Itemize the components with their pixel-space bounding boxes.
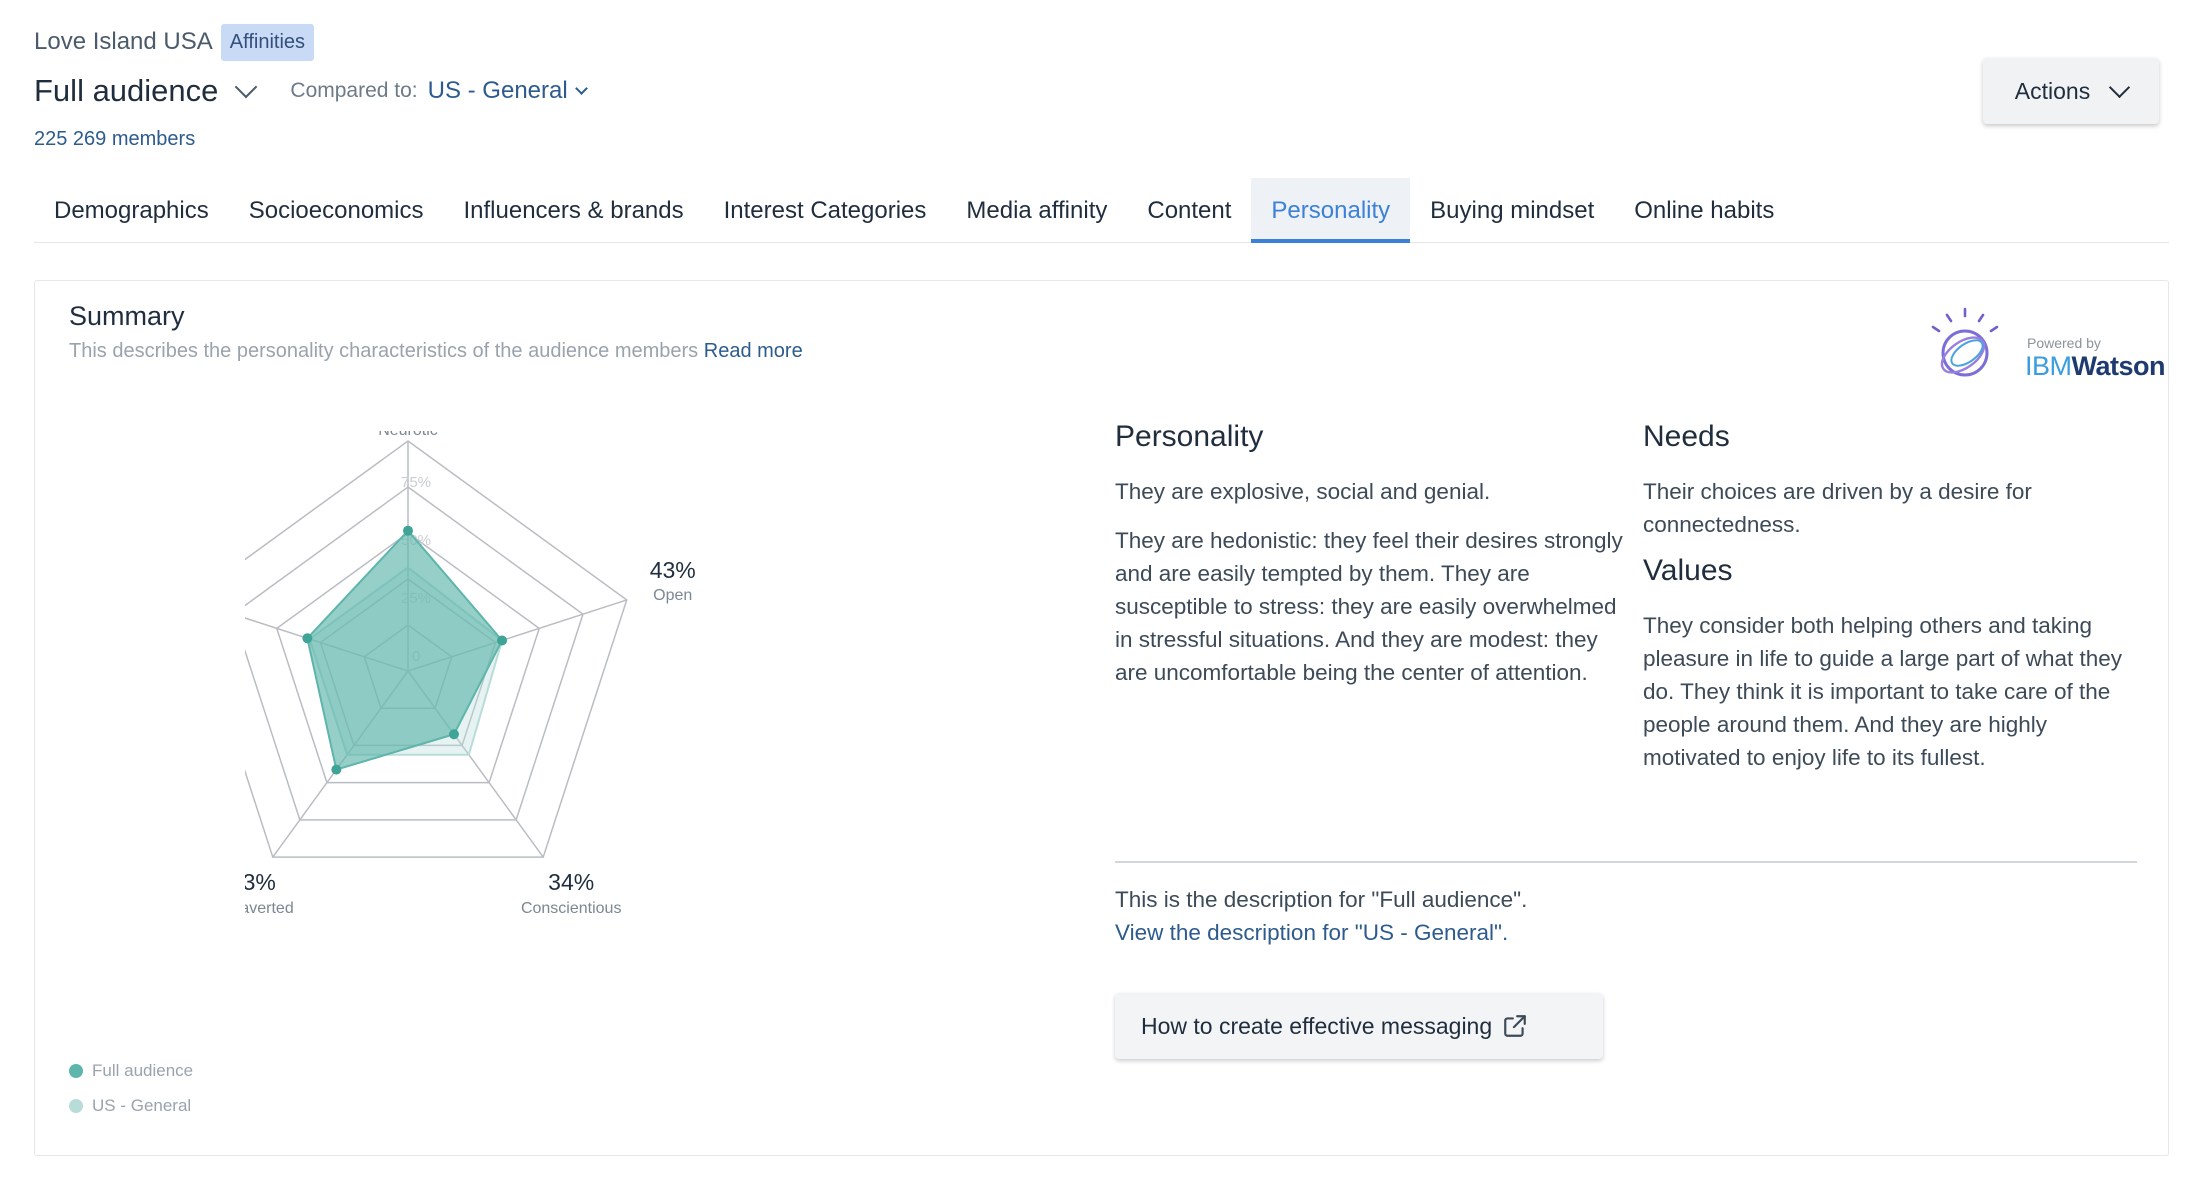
tab-influencers-brands[interactable]: Influencers & brands bbox=[463, 196, 684, 224]
members-count: 225 269 members bbox=[34, 128, 196, 150]
compared-selector[interactable]: US - General bbox=[427, 77, 568, 104]
personality-details: They are hedonistic: they feel their des… bbox=[1115, 528, 1623, 685]
title-row: Love Island USA Affinities bbox=[34, 22, 2174, 62]
radar-axis-label: Conscientious bbox=[521, 900, 622, 917]
tab-online-habits[interactable]: Online habits bbox=[1634, 196, 1775, 224]
radar-grid-ring bbox=[245, 486, 584, 821]
radar-value-label: 43% bbox=[650, 557, 696, 583]
tab-socioeconomics[interactable]: Socioeconomics bbox=[248, 196, 424, 224]
summary-description: This describes the personality character… bbox=[69, 340, 803, 363]
radar-data-point bbox=[331, 764, 342, 775]
personality-heading: Personality bbox=[1115, 420, 1264, 453]
external-link-icon bbox=[1504, 1015, 1526, 1037]
radar-series-area bbox=[306, 529, 504, 771]
section-divider bbox=[1115, 861, 2137, 863]
effective-messaging-label: How to create effective messaging bbox=[1141, 1012, 1493, 1039]
legend-dot-icon bbox=[69, 1099, 83, 1113]
legend-item[interactable]: US - General bbox=[69, 1096, 193, 1116]
tab-media-affinity[interactable]: Media affinity bbox=[966, 196, 1108, 224]
radar-axis-label: Neurotic bbox=[378, 431, 438, 439]
watson-globe-icon bbox=[1931, 307, 1999, 377]
actions-button[interactable]: Actions bbox=[1983, 58, 2159, 124]
summary-text: This describes the personality character… bbox=[69, 340, 699, 362]
description-for-text: This is the description for "Full audien… bbox=[1115, 887, 1528, 912]
actions-label: Actions bbox=[2014, 77, 2091, 104]
needs-heading: Needs bbox=[1643, 420, 1730, 453]
brand-light: IBM bbox=[2025, 351, 2072, 381]
tab-personality[interactable]: Personality bbox=[1251, 178, 1411, 243]
radar-value-label: 34% bbox=[548, 869, 594, 895]
legend-dot-icon bbox=[69, 1064, 83, 1078]
legend-label: US - General bbox=[92, 1096, 192, 1115]
compared-label: Compared to: bbox=[290, 79, 418, 102]
radar-axis-label: Open bbox=[653, 587, 692, 604]
needs-values-column: Needs Their choices are driven by a desi… bbox=[1643, 419, 2143, 790]
radar-ring-label: 75% bbox=[401, 474, 431, 491]
view-general-description-link[interactable]: View the description for "US - General". bbox=[1115, 920, 1509, 945]
ibm-watson-logo: Powered by IBMWatson bbox=[1913, 307, 2166, 387]
personality-summary: They are explosive, social and genial. bbox=[1115, 479, 1491, 504]
tab-content[interactable]: Content bbox=[1147, 196, 1232, 224]
radar-axis-label: Extraverted bbox=[245, 900, 294, 917]
personality-column: Personality They are explosive, social a… bbox=[1115, 419, 1635, 705]
brand-bold: Watson bbox=[2071, 351, 2166, 381]
summary-title: Summary bbox=[69, 301, 185, 331]
tab-bar: Demographics Socioeconomics Influencers & … bbox=[34, 178, 2169, 243]
powered-by-text: Powered by bbox=[2027, 335, 2101, 351]
radar-value-label: 53% bbox=[245, 869, 276, 895]
tab-interest-categories[interactable]: Interest Categories bbox=[723, 196, 927, 224]
radar-data-point bbox=[403, 525, 413, 536]
radar-grid-ring bbox=[275, 532, 541, 784]
chart-legend: Full audience US - General bbox=[69, 1061, 193, 1131]
values-heading: Values bbox=[1643, 554, 1733, 587]
app-name: Love Island USA bbox=[34, 28, 213, 55]
personality-radar-chart: 025%50%75%61%Neurotic43%Open34%Conscient… bbox=[245, 431, 696, 917]
radar-data-point bbox=[448, 729, 459, 740]
audience-row: Full audience Compared to: US - General bbox=[34, 70, 2174, 112]
tab-buying-mindset[interactable]: Buying mindset bbox=[1430, 196, 1595, 224]
radar-data-point bbox=[497, 635, 508, 646]
affinities-badge: Affinities bbox=[220, 23, 315, 61]
read-more-link[interactable]: Read more bbox=[703, 340, 803, 362]
effective-messaging-button[interactable]: How to create effective messaging bbox=[1115, 993, 1603, 1059]
ibm-watson-wordmark: IBMWatson bbox=[2025, 351, 2166, 382]
legend-label: Full audience bbox=[92, 1061, 194, 1080]
needs-text: Their choices are driven by a desire for… bbox=[1643, 479, 2032, 537]
chevron-down-icon[interactable] bbox=[574, 81, 588, 95]
tab-demographics[interactable]: Demographics bbox=[54, 196, 209, 224]
radar-grid-ring bbox=[245, 440, 628, 858]
page-header: Love Island USA Affinities Full audience… bbox=[34, 22, 2174, 151]
summary-card: Summary This describes the personality c… bbox=[34, 280, 2169, 1156]
radar-data-point bbox=[302, 633, 313, 644]
values-text: They consider both helping others and ta… bbox=[1643, 613, 2123, 770]
legend-item[interactable]: Full audience bbox=[69, 1061, 193, 1081]
chevron-down-icon[interactable] bbox=[235, 75, 258, 99]
chevron-down-icon bbox=[2109, 76, 2131, 98]
audience-selector[interactable]: Full audience bbox=[34, 73, 219, 108]
